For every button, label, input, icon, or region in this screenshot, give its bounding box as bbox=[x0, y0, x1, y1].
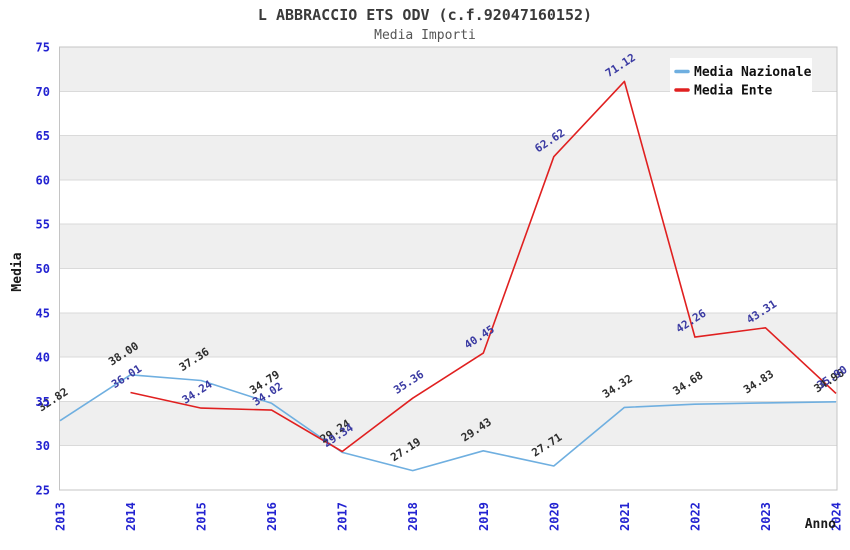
x-axis-title: Anno bbox=[805, 517, 836, 532]
legend-box bbox=[670, 58, 812, 103]
y-tick-label: 45 bbox=[36, 306, 50, 320]
y-axis-title: Media bbox=[10, 252, 25, 291]
y-tick-label: 55 bbox=[36, 218, 50, 232]
y-tick-label: 25 bbox=[36, 484, 50, 498]
legend-label: Media Ente bbox=[694, 84, 772, 99]
y-tick-label: 40 bbox=[36, 351, 50, 365]
y-axis-ticks: 25 30 35 40 45 50 55 60 65 70 75 bbox=[36, 41, 50, 498]
series-line-media-nazionale bbox=[59, 374, 837, 472]
plot-border bbox=[59, 46, 838, 491]
point-label: 34.83 bbox=[741, 367, 776, 396]
x-tick-label: 2018 bbox=[406, 502, 420, 531]
x-tick-label: 2023 bbox=[759, 502, 773, 531]
legend: Media Nazionale Media Ente bbox=[670, 58, 812, 103]
y-tick-label: 65 bbox=[36, 129, 50, 143]
y-tick-label: 75 bbox=[36, 41, 50, 55]
band bbox=[59, 224, 837, 269]
legend-item-media-nazionale: Media Nazionale bbox=[674, 65, 812, 80]
x-axis-ticks: 2013 2014 2015 2016 2017 2018 2019 2020 2021 2022… bbox=[54, 502, 844, 531]
band bbox=[59, 135, 837, 180]
series-line-media-ente bbox=[130, 80, 837, 453]
legend-label: Media Nazionale bbox=[694, 65, 812, 80]
chart-subtitle: Media Importi bbox=[374, 28, 476, 43]
chart-title: L ABBRACCIO ETS ODV (c.f.92047160152) bbox=[257, 6, 593, 24]
y-tick-label: 60 bbox=[36, 173, 50, 187]
x-tick-label: 2019 bbox=[477, 502, 491, 531]
x-tick-label: 2013 bbox=[54, 502, 68, 531]
band bbox=[59, 401, 837, 446]
y-tick-label: 30 bbox=[36, 439, 50, 453]
y-tick-label: 35 bbox=[36, 395, 50, 409]
point-label: 34.32 bbox=[600, 372, 635, 401]
x-tick-label: 2024 bbox=[830, 502, 844, 531]
x-tick-label: 2020 bbox=[547, 502, 561, 531]
point-label: 34.68 bbox=[671, 369, 706, 398]
y-tick-label: 50 bbox=[36, 262, 50, 276]
legend-item-media-ente: Media Ente bbox=[674, 84, 772, 99]
y-tick-label: 70 bbox=[36, 85, 50, 99]
x-tick-label: 2015 bbox=[195, 502, 209, 531]
x-tick-label: 2022 bbox=[688, 502, 702, 531]
x-tick-label: 2016 bbox=[265, 502, 279, 531]
x-tick-label: 2014 bbox=[124, 502, 138, 531]
band bbox=[59, 312, 837, 358]
plot-bands bbox=[59, 47, 837, 446]
x-tick-label: 2021 bbox=[618, 502, 632, 531]
x-tick-label: 2017 bbox=[336, 502, 350, 531]
